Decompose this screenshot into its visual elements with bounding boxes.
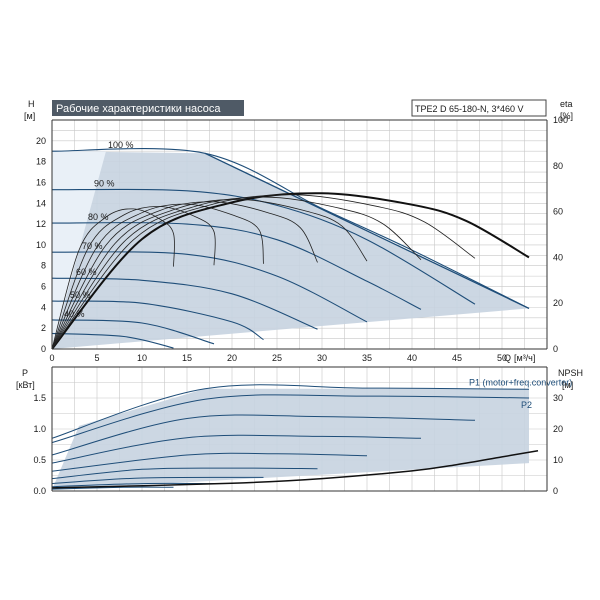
power-curve: [51, 384, 530, 439]
efficiency-curve-reduced: [51, 208, 175, 350]
y-tick-label: 2: [41, 323, 46, 333]
x-tick-label: 10: [137, 353, 147, 363]
hq-curve: [51, 332, 174, 349]
y-tick-label: 6: [41, 282, 46, 292]
top-axes: 0 5 10 15 20 25 30 35 40 45 50 0 2 4 6 8 10 12 14 16 18 20 0 20…: [36, 115, 568, 363]
bottom-operating-area: [52, 388, 529, 490]
hq-curve-label: 80 %: [88, 212, 109, 222]
efficiency-curve-reduced: [51, 194, 476, 350]
hq-curve-label: 70 %: [82, 241, 103, 251]
chart-title: Рабочие характеристики насоса: [56, 103, 221, 115]
npsh-axis-unit: [м]: [562, 380, 573, 390]
npsh-axis-label: NPSH: [558, 368, 583, 378]
y-tick-label: 16: [36, 177, 46, 187]
power-curve: [51, 486, 174, 490]
power-curve: [51, 394, 530, 444]
max-curve-boundary: [204, 152, 530, 309]
bottom-axes: 0.0 0.5 1.0 1.5 0 10 20 30: [33, 366, 563, 496]
npsh-tick-label: 10: [553, 455, 563, 465]
x-tick-label: 50: [497, 353, 507, 363]
x-tick-label: 20: [227, 353, 237, 363]
power-curve-label: P1 (motor+freq.converter): [469, 377, 572, 387]
hq-curve: [51, 251, 368, 323]
x-tick-label: 30: [317, 353, 327, 363]
y-axis-unit: [м]: [24, 111, 35, 121]
p-tick-label: 0.5: [33, 455, 46, 465]
hq-curve-label: 50 %: [70, 290, 91, 300]
model-label: TPE2 D 65-180-N, 3*460 V: [415, 104, 524, 114]
p-axis-unit: [кВт]: [16, 380, 35, 390]
hq-curve: [51, 222, 422, 310]
power-curve-label: P2: [521, 400, 532, 410]
y2-tick-label: 40: [553, 252, 563, 262]
efficiency-curve-reduced: [51, 203, 264, 350]
npsh-tick-label: 30: [553, 393, 563, 403]
power-curve: [51, 414, 476, 456]
npsh-tick-label: 0: [553, 486, 558, 496]
p-tick-label: 1.0: [33, 424, 46, 434]
efficiency-curve-reduced: [51, 196, 422, 350]
x-tick-label: 0: [49, 353, 54, 363]
hq-curve: [51, 188, 476, 305]
y2-tick-label: 100: [553, 115, 568, 125]
hq-curve-label: 100 %: [108, 140, 134, 150]
title-box: [52, 100, 244, 116]
operating-envelope: [52, 151, 529, 349]
hq-curve-label: 90 %: [94, 179, 115, 189]
y-tick-label: 0: [41, 344, 46, 354]
y2-tick-label: 60: [553, 207, 563, 217]
power-envelope: [52, 388, 529, 490]
y-tick-label: 18: [36, 157, 46, 167]
power-curve: [51, 482, 215, 488]
power-curve: [51, 476, 264, 485]
y-tick-label: 4: [41, 302, 46, 312]
hq-curve-label: 60 %: [76, 267, 97, 277]
y-axis-label: H: [28, 99, 35, 109]
npsh-curve: [51, 449, 539, 489]
power-curve: [51, 467, 318, 480]
x-tick-label: 5: [94, 353, 99, 363]
x-tick-label: 35: [362, 353, 372, 363]
power-curve: [51, 452, 368, 472]
x-tick-label: 25: [272, 353, 282, 363]
hq-curve-label: 40 %: [64, 309, 85, 319]
x-tick-label: 15: [182, 353, 192, 363]
x-axis-unit: [м³/ч]: [514, 353, 535, 363]
y-tick-label: 20: [36, 136, 46, 146]
y2-tick-label: 20: [553, 298, 563, 308]
p-axis-label: P: [22, 368, 28, 378]
y2-tick-label: 80: [553, 161, 563, 171]
y-tick-label: 10: [36, 240, 46, 250]
envelope-highlight: [52, 151, 106, 349]
y-tick-label: 12: [36, 219, 46, 229]
y2-axis-unit: [%]: [560, 111, 573, 121]
y-tick-label: 14: [36, 198, 46, 208]
y2-axis-label: eta: [560, 99, 573, 109]
efficiency-curve-reduced: [51, 206, 216, 350]
efficiency-curve: [51, 192, 530, 350]
top-operating-area: [52, 151, 529, 349]
y2-tick-label: 0: [553, 344, 558, 354]
x-tick-label: 40: [407, 353, 417, 363]
y-tick-label: 8: [41, 261, 46, 271]
x-axis-label: Q: [504, 353, 511, 363]
efficiency-curve-reduced: [51, 199, 368, 350]
top-curves: 100 % 90 % 80 % 70 % 60 % 50 % 40 %: [51, 140, 530, 350]
p-tick-label: 1.5: [33, 393, 46, 403]
power-curve: [51, 434, 422, 464]
bottom-curves: P1 (motor+freq.converter) P2: [51, 377, 572, 490]
p-tick-label: 0.0: [33, 486, 46, 496]
model-box: [411, 99, 547, 117]
efficiency-curve-reduced: [51, 201, 318, 350]
x-tick-label: 45: [452, 353, 462, 363]
npsh-tick-label: 20: [553, 424, 563, 434]
hq-curve: [51, 148, 530, 309]
